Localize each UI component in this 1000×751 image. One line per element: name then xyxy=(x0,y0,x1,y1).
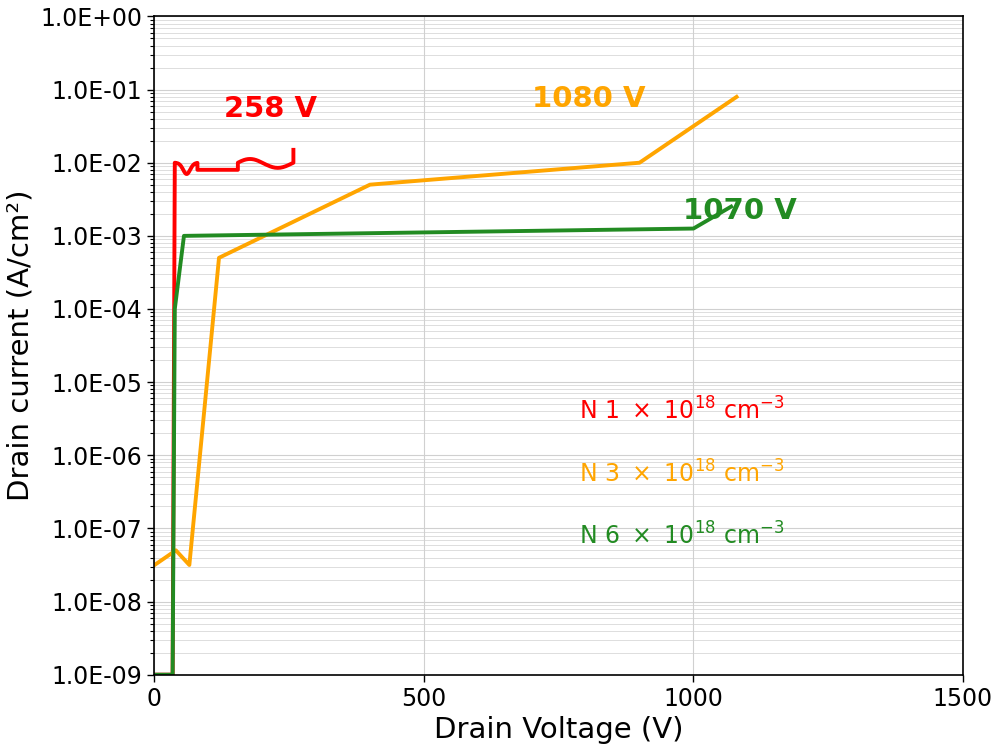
Y-axis label: Drain current (A/cm²): Drain current (A/cm²) xyxy=(7,190,35,502)
Text: $\mathsf{N\ 6\ \times\ 10^{18}\ cm^{-3}}$: $\mathsf{N\ 6\ \times\ 10^{18}\ cm^{-3}}… xyxy=(579,523,785,550)
Text: 258 V: 258 V xyxy=(224,95,317,122)
X-axis label: Drain Voltage (V): Drain Voltage (V) xyxy=(434,716,683,744)
Text: 1080 V: 1080 V xyxy=(532,85,645,113)
Text: $\mathsf{N\ 1\ \times\ 10^{18}\ cm^{-3}}$: $\mathsf{N\ 1\ \times\ 10^{18}\ cm^{-3}}… xyxy=(579,398,785,425)
Text: 1070 V: 1070 V xyxy=(683,197,796,225)
Text: $\mathsf{N\ 3\ \times\ 10^{18}\ cm^{-3}}$: $\mathsf{N\ 3\ \times\ 10^{18}\ cm^{-3}}… xyxy=(579,460,785,487)
